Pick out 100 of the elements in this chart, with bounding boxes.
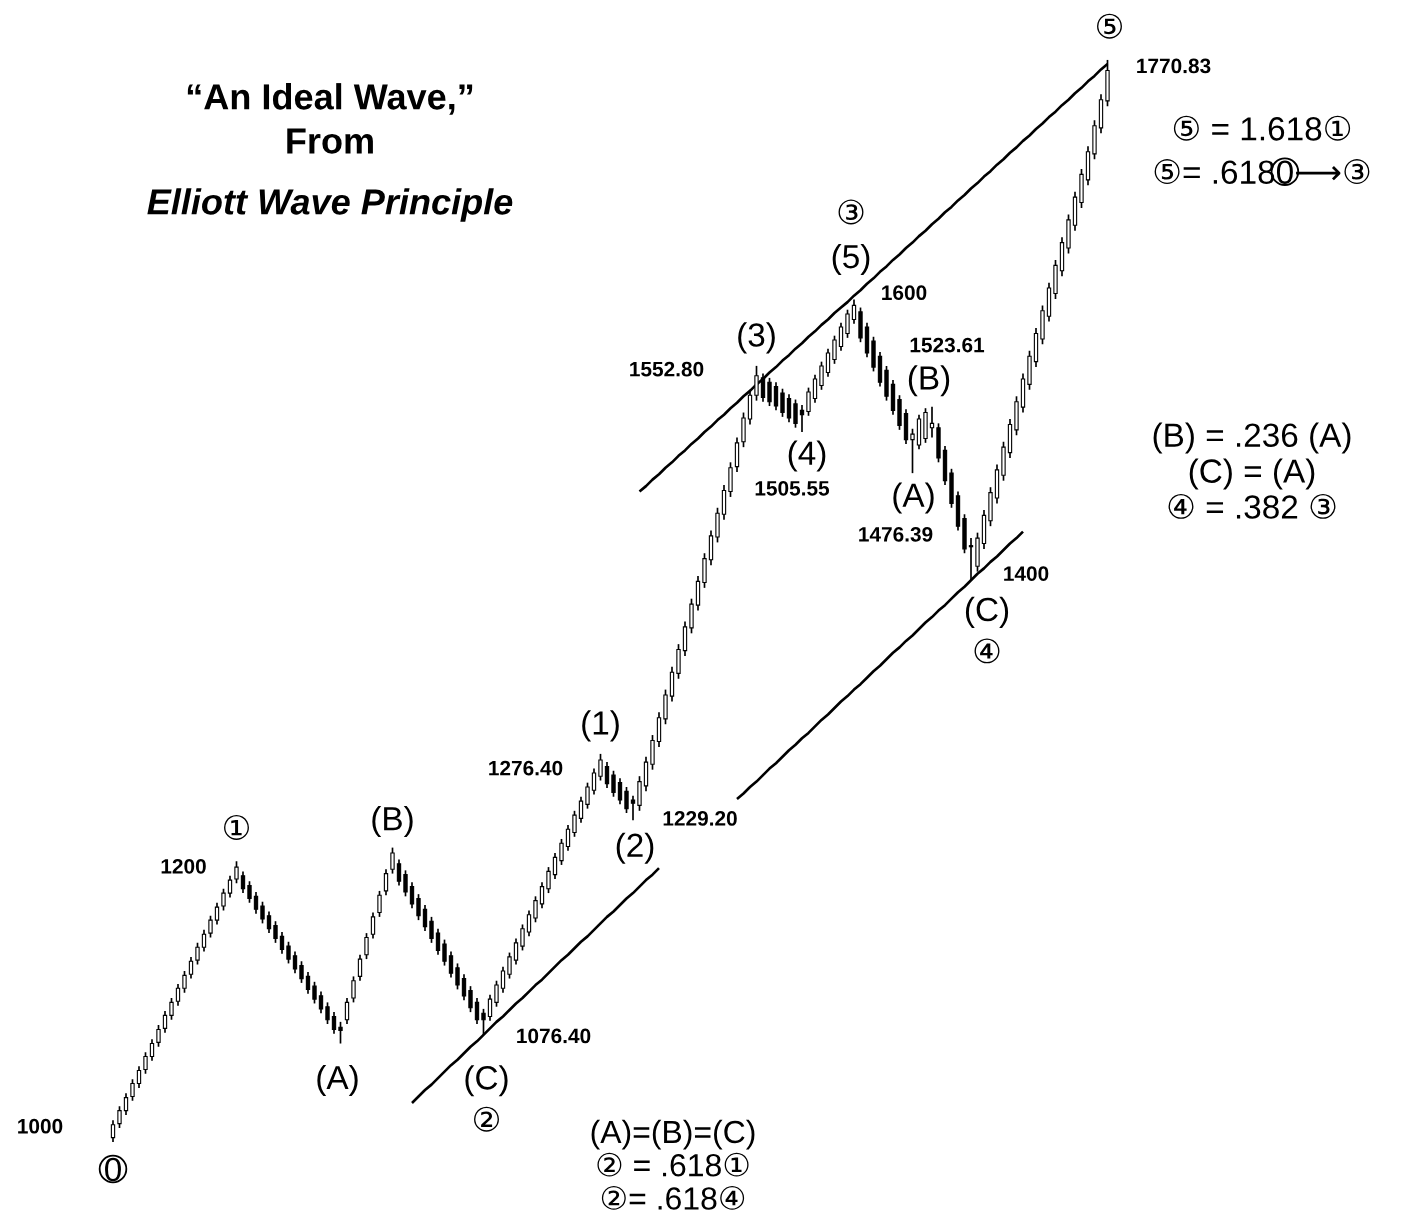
candlestick: [214, 901, 220, 926]
candlestick: [793, 398, 798, 429]
candlestick: [247, 880, 252, 904]
candlestick: [377, 890, 382, 918]
candlestick: [279, 931, 285, 955]
candlestick: [234, 860, 239, 885]
candlestick: [487, 993, 493, 1022]
candlestick: [552, 852, 558, 880]
candlestick: [331, 1011, 337, 1035]
candlestick: [585, 781, 590, 810]
candlestick: [526, 909, 532, 938]
candlestick: [806, 386, 811, 417]
candlestick: [565, 824, 571, 852]
text: 1770.83: [1137, 58, 1211, 74]
candlestick: [201, 929, 207, 953]
candlestick: [227, 874, 233, 899]
annotation: 1600: [882, 285, 927, 301]
annotation: (C): [465, 1065, 508, 1097]
candlestick: [455, 962, 460, 991]
text: 1000: [18, 1118, 63, 1134]
candlestick: [195, 942, 200, 966]
candlestick: [715, 506, 720, 544]
candlestick: [832, 334, 837, 365]
candlestick: [318, 990, 324, 1015]
annotation: 1400: [1004, 566, 1049, 581]
candlestick: [780, 387, 785, 418]
candlestick: [546, 866, 551, 894]
candlestick: [559, 838, 564, 866]
candlestick: [481, 1008, 486, 1036]
annotation: 1552.80: [630, 361, 704, 377]
candlestick: [364, 932, 369, 960]
candlestick: [403, 869, 408, 898]
candlestick: [910, 427, 915, 474]
text: “An Ideal Wave,” From: [187, 83, 473, 154]
candlestick: [520, 923, 525, 952]
candlestick: [260, 900, 265, 925]
annotation: (B): [908, 365, 950, 397]
candlestick: [767, 377, 772, 407]
candlestick: [383, 868, 389, 897]
annotation: (4): [788, 440, 826, 472]
candlestick: [429, 916, 434, 944]
candlestick: [461, 973, 467, 1002]
annotation: 1523.61: [910, 337, 985, 353]
candlestick: [663, 688, 668, 726]
annotation: (C): [965, 596, 1009, 628]
candlestick: [240, 870, 246, 894]
candlestick: [305, 971, 311, 995]
candlestick: [156, 1024, 161, 1048]
text: 0: [105, 1157, 121, 1182]
candlestick: [630, 794, 636, 822]
text: (B) = .236 (A) (C) = (A) ④ = .382 ③: [1153, 422, 1351, 519]
candlestick: [273, 920, 278, 944]
annotation: (5): [832, 243, 870, 276]
candlestick: [838, 321, 844, 352]
candlestick: [494, 979, 499, 1008]
annotation: ③: [838, 199, 864, 225]
text: ⑤: [1097, 13, 1122, 39]
candlestick: [539, 881, 545, 910]
candlestick: [110, 1119, 116, 1142]
candlestick: [825, 347, 831, 378]
candlestick: [682, 620, 688, 657]
candlestick: [117, 1105, 122, 1129]
candlestick: [299, 960, 304, 984]
candlestick: [448, 950, 454, 979]
candlestick: [149, 1038, 155, 1062]
candlestick: [422, 904, 428, 932]
candlestick: [396, 858, 402, 887]
candlestick: [747, 388, 753, 426]
candlestick: [604, 761, 610, 789]
candlestick: [637, 775, 642, 812]
candlestick: [162, 1010, 168, 1034]
candlestick: [598, 753, 603, 782]
annotation: 1229.20: [663, 811, 737, 826]
candlestick: [507, 951, 512, 980]
candlestick: [728, 461, 733, 498]
annotation: (B): [372, 806, 413, 838]
annotation: 1505.55: [755, 480, 830, 496]
candlestick: [286, 940, 291, 965]
candlestick: [338, 1021, 343, 1045]
candlestick: [591, 767, 597, 796]
annotation: 1200: [161, 858, 206, 874]
candlestick: [175, 983, 181, 1007]
candlestick: [442, 938, 447, 967]
candlestick: [351, 975, 356, 1004]
annotation: 1276.40: [489, 760, 563, 776]
candlestick: [533, 895, 538, 924]
annotation: (A): [317, 1064, 358, 1097]
candlestick: [182, 970, 187, 994]
candlestick: [409, 881, 415, 910]
candlestick: [435, 927, 441, 956]
candlestick: [643, 755, 649, 793]
candlestick: [416, 893, 421, 921]
candlestick: [676, 643, 681, 680]
candlestick: [390, 846, 395, 875]
candlestick: [188, 956, 194, 980]
candlestick: [572, 809, 577, 838]
candlestick: [624, 786, 629, 814]
candlestick: [819, 360, 824, 391]
candlestick: [357, 953, 363, 982]
candlestick: [266, 910, 272, 934]
